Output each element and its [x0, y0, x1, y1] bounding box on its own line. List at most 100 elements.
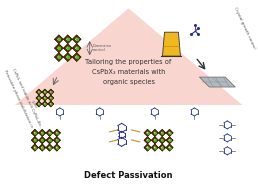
Polygon shape: [75, 37, 79, 41]
Polygon shape: [166, 144, 170, 151]
Polygon shape: [63, 53, 72, 57]
Polygon shape: [57, 37, 61, 41]
Polygon shape: [41, 131, 44, 135]
Polygon shape: [159, 148, 166, 151]
Polygon shape: [51, 89, 54, 95]
Polygon shape: [39, 137, 46, 140]
Polygon shape: [39, 129, 42, 136]
Polygon shape: [53, 137, 57, 144]
Polygon shape: [48, 98, 54, 101]
Polygon shape: [49, 91, 52, 94]
Polygon shape: [162, 137, 166, 144]
Polygon shape: [146, 146, 149, 149]
Polygon shape: [39, 133, 46, 136]
Polygon shape: [148, 144, 151, 151]
Polygon shape: [170, 129, 173, 136]
Polygon shape: [59, 44, 63, 53]
Polygon shape: [77, 44, 81, 53]
Polygon shape: [153, 138, 157, 142]
Polygon shape: [63, 39, 72, 44]
Polygon shape: [37, 91, 40, 94]
Polygon shape: [72, 35, 81, 39]
Polygon shape: [155, 144, 158, 151]
Polygon shape: [144, 129, 148, 136]
Polygon shape: [36, 89, 39, 95]
Polygon shape: [54, 35, 63, 39]
Polygon shape: [166, 144, 173, 148]
Polygon shape: [63, 53, 68, 61]
Polygon shape: [54, 53, 59, 61]
Polygon shape: [144, 133, 151, 136]
Polygon shape: [39, 148, 46, 151]
Polygon shape: [31, 129, 35, 136]
Polygon shape: [42, 129, 46, 136]
Polygon shape: [144, 140, 151, 144]
Polygon shape: [53, 137, 61, 140]
Polygon shape: [168, 138, 171, 142]
Polygon shape: [45, 95, 48, 101]
Polygon shape: [151, 148, 158, 151]
Text: X-ray: X-ray: [30, 100, 38, 110]
Polygon shape: [39, 129, 46, 133]
Polygon shape: [42, 104, 48, 107]
Polygon shape: [51, 101, 54, 107]
Polygon shape: [53, 129, 57, 136]
Polygon shape: [168, 146, 171, 149]
Polygon shape: [151, 137, 158, 140]
Polygon shape: [144, 144, 148, 151]
Polygon shape: [37, 97, 40, 99]
Text: Crystal growth control: Crystal growth control: [233, 7, 256, 50]
Polygon shape: [144, 137, 151, 140]
Polygon shape: [39, 144, 46, 148]
Polygon shape: [42, 144, 46, 151]
Polygon shape: [51, 95, 54, 101]
Polygon shape: [159, 144, 166, 148]
Polygon shape: [162, 144, 166, 151]
Polygon shape: [166, 148, 173, 151]
Polygon shape: [36, 92, 42, 95]
Polygon shape: [166, 137, 173, 140]
Polygon shape: [77, 35, 81, 44]
Polygon shape: [42, 89, 45, 95]
Polygon shape: [54, 53, 63, 57]
Text: Perovskite phase stabilization in: Perovskite phase stabilization in: [3, 69, 34, 128]
Polygon shape: [159, 129, 166, 133]
Polygon shape: [48, 101, 54, 104]
Polygon shape: [148, 129, 151, 136]
Polygon shape: [46, 137, 50, 144]
Polygon shape: [53, 129, 61, 133]
Polygon shape: [68, 35, 72, 44]
Polygon shape: [49, 97, 52, 99]
Polygon shape: [72, 39, 81, 44]
Polygon shape: [170, 137, 173, 144]
Polygon shape: [48, 95, 54, 98]
Polygon shape: [48, 146, 51, 149]
Polygon shape: [148, 137, 151, 144]
Polygon shape: [37, 102, 40, 105]
Polygon shape: [54, 48, 63, 53]
Polygon shape: [48, 104, 54, 107]
Polygon shape: [63, 57, 72, 61]
Polygon shape: [42, 95, 45, 101]
Polygon shape: [151, 140, 158, 144]
Polygon shape: [63, 48, 72, 53]
Polygon shape: [31, 148, 38, 151]
Polygon shape: [166, 137, 170, 144]
Polygon shape: [55, 146, 59, 149]
Polygon shape: [72, 53, 81, 57]
Polygon shape: [144, 144, 151, 148]
Polygon shape: [146, 131, 149, 135]
Polygon shape: [46, 148, 53, 151]
Polygon shape: [53, 144, 57, 151]
Polygon shape: [42, 92, 48, 95]
Polygon shape: [42, 95, 48, 98]
Polygon shape: [155, 129, 158, 136]
Polygon shape: [144, 137, 148, 144]
Polygon shape: [57, 46, 61, 50]
Polygon shape: [166, 129, 173, 133]
Polygon shape: [63, 35, 68, 44]
Polygon shape: [151, 144, 155, 151]
Polygon shape: [46, 137, 53, 140]
Polygon shape: [160, 131, 164, 135]
Polygon shape: [42, 98, 48, 101]
